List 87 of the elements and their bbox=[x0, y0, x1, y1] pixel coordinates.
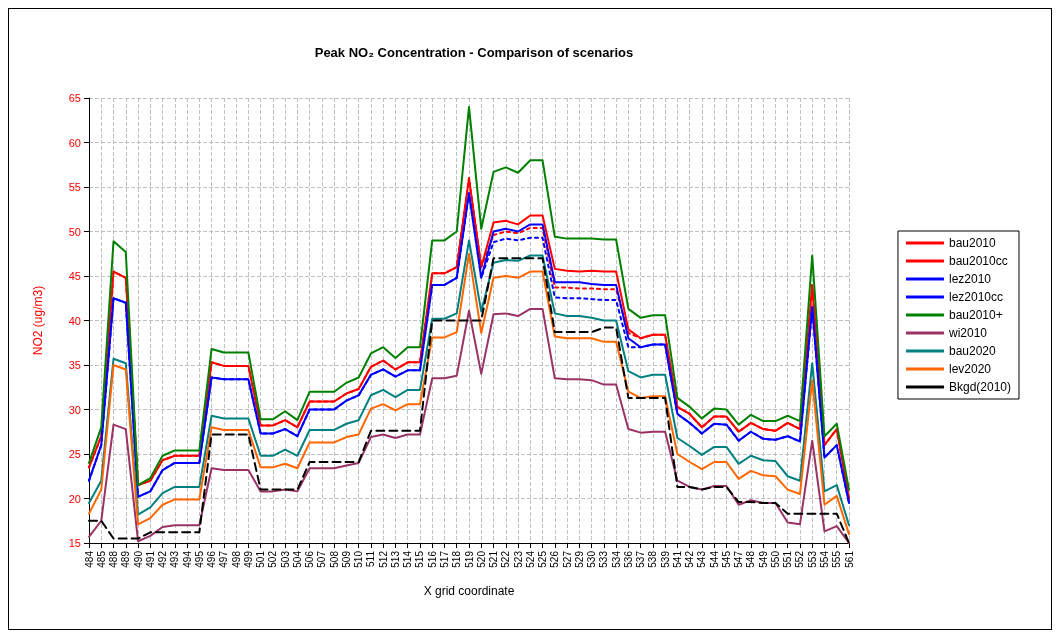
x-tick-label: 510 bbox=[353, 550, 365, 568]
x-tick-label: 511 bbox=[365, 550, 377, 567]
x-tick-label: 537 bbox=[635, 550, 647, 568]
y-axis-title: NO2 (ug/m3) bbox=[31, 285, 45, 356]
x-tick-label: 538 bbox=[647, 550, 659, 568]
x-tick-label: 524 bbox=[524, 550, 536, 568]
x-tick-label: 490 bbox=[132, 550, 144, 568]
x-tick-label: 515 bbox=[414, 550, 426, 568]
y-tick-label: 25 bbox=[68, 448, 81, 460]
x-tick-label: 542 bbox=[684, 550, 696, 568]
x-tick-label: 539 bbox=[659, 550, 671, 568]
y-tick-label: 30 bbox=[68, 403, 81, 416]
x-tick-label: 519 bbox=[463, 550, 475, 568]
x-tick-label: 491 bbox=[144, 550, 156, 568]
legend-label: bau2020 bbox=[948, 344, 996, 358]
x-tick-label: 552 bbox=[794, 550, 806, 568]
y-tick-label: 55 bbox=[68, 181, 81, 193]
x-tick-label: 533 bbox=[598, 550, 610, 568]
x-tick-label: 541 bbox=[671, 550, 683, 568]
legend-label: bau2010cc bbox=[948, 254, 1008, 268]
x-tick-label: 506 bbox=[304, 550, 316, 568]
y-tick-label: 15 bbox=[68, 537, 81, 549]
x-axis-title: X grid coordinate bbox=[423, 584, 515, 598]
x-tick-label: 509 bbox=[340, 550, 352, 568]
legend-label: Bkgd(2010) bbox=[948, 380, 1012, 394]
line-series bbox=[88, 105, 850, 491]
x-tick-label: 551 bbox=[782, 550, 794, 568]
x-tick-label: 545 bbox=[720, 550, 732, 568]
x-tick-label: 501 bbox=[255, 550, 267, 568]
x-tick-label: 555 bbox=[831, 550, 843, 568]
x-tick-label: 492 bbox=[157, 550, 169, 568]
x-tick-label: 548 bbox=[745, 550, 757, 568]
x-tick-label: 549 bbox=[757, 550, 769, 568]
x-tick-label: 547 bbox=[733, 550, 745, 568]
x-tick-label: 496 bbox=[206, 550, 218, 568]
legend-label: bau2010 bbox=[948, 236, 996, 250]
x-tick-label: 514 bbox=[402, 550, 414, 568]
x-tick-label: 507 bbox=[316, 550, 328, 568]
x-tick-label: 516 bbox=[426, 550, 438, 568]
y-tick-label: 45 bbox=[68, 270, 81, 282]
x-tick-label: 488 bbox=[108, 550, 120, 568]
legend-label: bau2010+ bbox=[948, 308, 1003, 322]
x-tick-label: 553 bbox=[806, 550, 818, 568]
x-tick-label: 489 bbox=[120, 550, 132, 568]
x-tick-label: 525 bbox=[537, 550, 549, 568]
x-tick-label: 508 bbox=[328, 550, 340, 568]
x-tick-label: 503 bbox=[279, 550, 291, 568]
x-tick-label: 534 bbox=[610, 550, 622, 568]
x-tick-label: 497 bbox=[218, 550, 230, 568]
x-tick-label: 554 bbox=[818, 550, 830, 568]
x-tick-label: 518 bbox=[451, 550, 463, 568]
legend-label: lev2020 bbox=[948, 362, 992, 376]
y-tick-label: 65 bbox=[68, 92, 81, 104]
legend-label: lez2010cc bbox=[948, 290, 1004, 304]
x-tick-label: 522 bbox=[500, 550, 512, 568]
y-tick-label: 60 bbox=[68, 136, 81, 149]
legend-label: lez2010 bbox=[948, 272, 992, 286]
y-tick-label: 20 bbox=[68, 492, 81, 505]
x-tick-label: 543 bbox=[696, 550, 708, 568]
x-tick-label: 527 bbox=[561, 550, 573, 568]
x-tick-label: 484 bbox=[83, 550, 95, 568]
y-tick-label: 40 bbox=[68, 314, 81, 327]
x-tick-label: 561 bbox=[843, 550, 855, 568]
x-tick-label: 493 bbox=[169, 550, 181, 568]
x-tick-label: 513 bbox=[389, 550, 401, 568]
x-tick-label: 520 bbox=[475, 550, 487, 568]
x-tick-label: 530 bbox=[586, 550, 598, 568]
x-tick-label: 494 bbox=[181, 550, 193, 568]
x-tick-label: 502 bbox=[267, 550, 279, 568]
x-tick-label: 536 bbox=[622, 550, 634, 568]
x-tick-label: 526 bbox=[549, 550, 561, 568]
y-tick-label: 50 bbox=[68, 225, 81, 238]
x-tick-label: 517 bbox=[438, 550, 450, 568]
x-tick-label: 512 bbox=[377, 550, 389, 568]
legend-label: wi2010 bbox=[947, 326, 988, 340]
x-tick-label: 544 bbox=[708, 550, 720, 568]
chart-title: Peak NO₂ Concentration - Comparison of scenarios bbox=[314, 45, 634, 60]
x-tick-label: 498 bbox=[230, 550, 242, 568]
x-tick-label: 504 bbox=[291, 550, 303, 568]
x-tick-label: 521 bbox=[488, 550, 500, 568]
x-tick-label: 529 bbox=[573, 550, 585, 568]
y-tick-label: 35 bbox=[68, 359, 81, 371]
x-tick-label: 495 bbox=[193, 550, 205, 568]
x-tick-label: 485 bbox=[95, 550, 107, 568]
x-tick-label: 499 bbox=[242, 550, 254, 568]
x-tick-label: 550 bbox=[769, 550, 781, 568]
x-tick-label: 523 bbox=[512, 550, 524, 568]
